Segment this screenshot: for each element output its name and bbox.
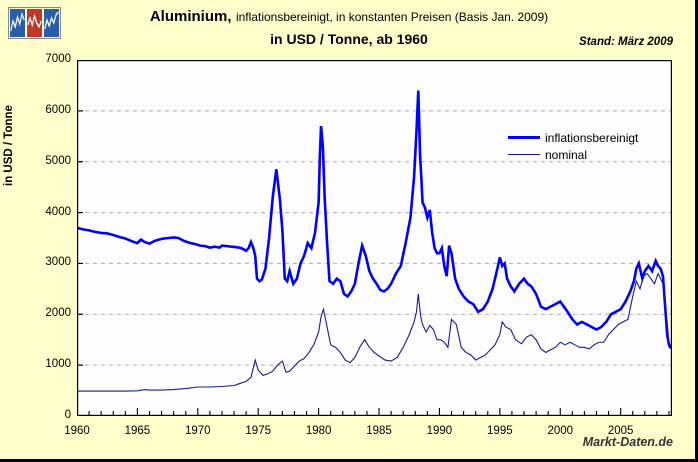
plot-area — [77, 60, 672, 416]
y-axis-tick-labels: 7000 6000 5000 4000 3000 2000 1000 0 — [0, 0, 71, 462]
legend-line-sample — [508, 136, 540, 139]
legend-swatch-nominal — [508, 149, 540, 161]
y-axis-tick-label: 3000 — [45, 256, 71, 269]
y-axis-tick-label: 7000 — [45, 53, 71, 65]
y-axis-tick-label: 6000 — [45, 103, 71, 116]
x-axis-tick-label: 1975 — [245, 425, 271, 437]
x-axis-tick-label: 1980 — [305, 425, 332, 437]
legend-item-inflationsbereinigt: inflationsbereinigt — [508, 129, 638, 146]
x-axis-tick-label: 2005 — [607, 425, 634, 437]
series-line-nominal — [77, 272, 672, 392]
y-axis-tick-label: 2000 — [45, 307, 71, 320]
markt-daten-logo — [8, 7, 61, 39]
chart-legend: inflationsbereinigt nominal — [508, 129, 638, 163]
series-line-inflationsbereinigt — [77, 90, 672, 349]
legend-line-sample — [508, 154, 540, 155]
x-axis-tick-label: 1960 — [64, 425, 90, 437]
plot-border — [77, 60, 672, 416]
logo-tile-3 — [44, 9, 59, 37]
x-axis-tick-label: 1965 — [124, 425, 151, 437]
y-axis-tick-label: 1000 — [45, 358, 71, 371]
chart-title-subtitle: inflationsbereinigt, in konstanten Preis… — [235, 10, 549, 24]
chart-subtitle-line: in USD / Tonne, ab 1960 — [270, 31, 428, 47]
y-axis-tick-label: 0 — [64, 409, 71, 421]
x-axis-tick-label: 1995 — [487, 425, 513, 437]
watermark-label: Markt-Daten.de — [582, 435, 673, 449]
legend-item-nominal: nominal — [508, 146, 638, 163]
grid-lines — [77, 60, 672, 416]
series-lines — [77, 90, 672, 392]
x-axis-tick-label: 1985 — [366, 425, 392, 437]
legend-label-nominal: nominal — [545, 147, 588, 162]
x-axis-tick-label: 1970 — [185, 425, 211, 437]
status-date: Stand: März 2009 — [579, 36, 673, 48]
y-axis-tick-label: 5000 — [45, 154, 71, 167]
x-axis-tick-label: 2000 — [547, 425, 574, 437]
logo-tile-2 — [27, 9, 42, 37]
plot-svg — [77, 60, 672, 416]
logo-tile-1 — [10, 9, 25, 37]
legend-swatch-inflationsbereinigt — [508, 132, 540, 144]
y-axis-tick-label: 4000 — [45, 205, 71, 218]
x-axis-tick-label: 1990 — [426, 425, 453, 437]
chart-title-main: Aluminium, — [149, 8, 232, 25]
legend-label-inflationsbereinigt: inflationsbereinigt — [545, 130, 639, 145]
chart-title: Aluminium, inflationsbereinigt, in konst… — [0, 8, 698, 26]
